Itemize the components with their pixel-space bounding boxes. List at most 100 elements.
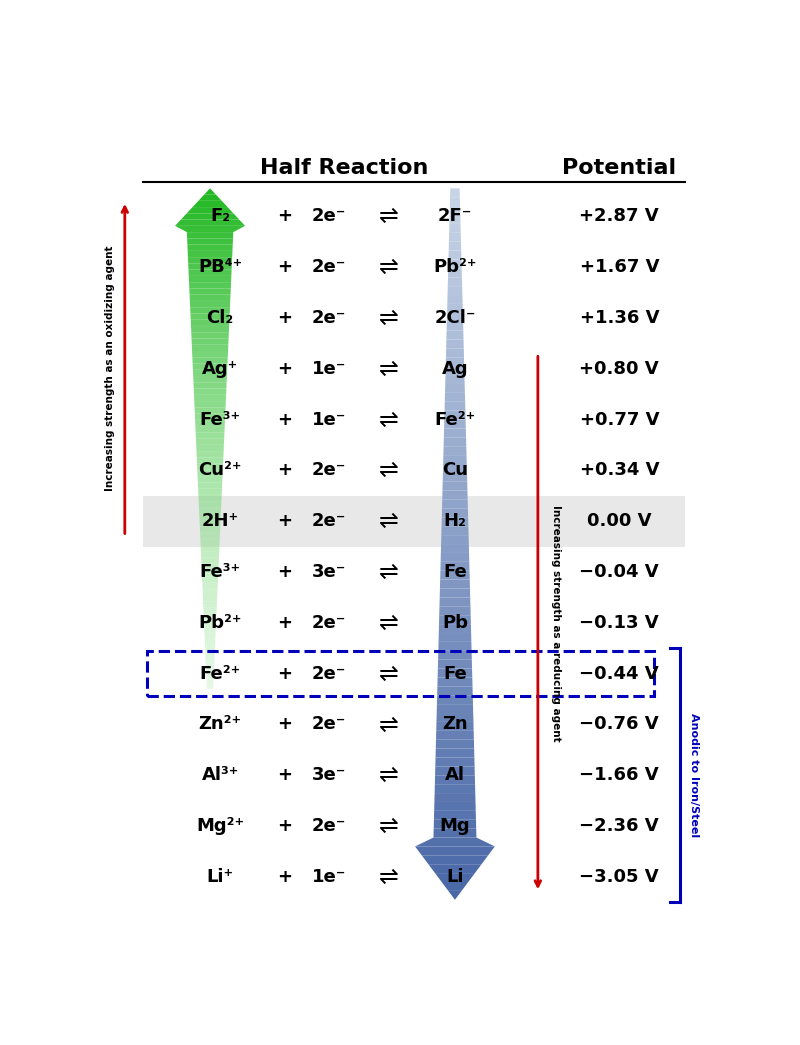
- Polygon shape: [195, 420, 225, 426]
- Polygon shape: [204, 626, 216, 632]
- Polygon shape: [448, 891, 462, 900]
- Polygon shape: [446, 330, 463, 340]
- Polygon shape: [442, 882, 468, 891]
- Polygon shape: [442, 491, 468, 500]
- Text: 2e⁻: 2e⁻: [311, 461, 346, 480]
- Polygon shape: [190, 295, 230, 301]
- Polygon shape: [202, 563, 218, 570]
- Text: 2e⁻: 2e⁻: [311, 207, 346, 226]
- Polygon shape: [206, 670, 214, 676]
- Polygon shape: [202, 576, 218, 582]
- Text: ⇌: ⇌: [378, 713, 398, 737]
- Text: −0.04 V: −0.04 V: [579, 563, 659, 581]
- Polygon shape: [197, 451, 224, 458]
- Text: PB⁴⁺: PB⁴⁺: [198, 258, 242, 276]
- Text: ⇌: ⇌: [378, 356, 398, 380]
- Text: Increasing strength as a reducing agent: Increasing strength as a reducing agent: [550, 505, 561, 741]
- Polygon shape: [450, 198, 460, 206]
- Polygon shape: [446, 375, 465, 384]
- Text: Mg: Mg: [440, 817, 470, 835]
- Text: −0.44 V: −0.44 V: [579, 665, 659, 682]
- Polygon shape: [446, 340, 464, 348]
- Polygon shape: [444, 428, 466, 437]
- Polygon shape: [195, 426, 225, 433]
- Polygon shape: [438, 642, 471, 651]
- Text: Ag: Ag: [442, 359, 468, 377]
- Polygon shape: [434, 829, 477, 837]
- Polygon shape: [442, 509, 468, 517]
- Polygon shape: [204, 613, 217, 620]
- Text: 1e⁻: 1e⁻: [311, 868, 346, 886]
- Text: ⇌: ⇌: [378, 509, 398, 533]
- Text: +0.77 V: +0.77 V: [579, 411, 659, 428]
- Polygon shape: [415, 846, 495, 855]
- Polygon shape: [434, 793, 475, 802]
- Polygon shape: [192, 351, 228, 357]
- Text: +: +: [277, 716, 292, 734]
- Text: Fe²⁺: Fe²⁺: [434, 411, 475, 428]
- Polygon shape: [450, 188, 460, 198]
- Polygon shape: [435, 775, 475, 784]
- Polygon shape: [449, 233, 461, 241]
- Polygon shape: [190, 320, 230, 326]
- Polygon shape: [198, 470, 222, 477]
- Text: Pb²⁺: Pb²⁺: [198, 613, 242, 632]
- Text: +: +: [277, 766, 292, 785]
- Polygon shape: [446, 357, 464, 366]
- Text: ⇌: ⇌: [378, 763, 398, 787]
- Text: ⇌: ⇌: [378, 459, 398, 483]
- Text: 2Cl⁻: 2Cl⁻: [434, 309, 476, 327]
- Polygon shape: [448, 277, 462, 286]
- Text: +0.80 V: +0.80 V: [579, 359, 659, 377]
- Polygon shape: [181, 213, 239, 219]
- Polygon shape: [437, 704, 474, 713]
- Polygon shape: [446, 322, 463, 330]
- Text: Half Reaction: Half Reaction: [260, 158, 428, 178]
- Text: Li: Li: [446, 868, 464, 886]
- Polygon shape: [188, 263, 232, 270]
- Polygon shape: [443, 464, 467, 473]
- Text: Cu: Cu: [442, 461, 468, 480]
- Polygon shape: [200, 533, 220, 539]
- Polygon shape: [444, 411, 466, 419]
- Polygon shape: [193, 370, 227, 376]
- Polygon shape: [442, 517, 468, 527]
- Polygon shape: [199, 520, 221, 527]
- Text: +: +: [277, 461, 292, 480]
- Polygon shape: [200, 539, 220, 545]
- Polygon shape: [203, 601, 217, 607]
- Text: −2.36 V: −2.36 V: [579, 817, 659, 835]
- Polygon shape: [193, 376, 227, 382]
- Polygon shape: [447, 312, 463, 322]
- Polygon shape: [190, 288, 230, 295]
- Polygon shape: [189, 270, 232, 276]
- Text: 2e⁻: 2e⁻: [311, 665, 346, 682]
- Polygon shape: [442, 500, 468, 509]
- Polygon shape: [201, 545, 219, 551]
- Polygon shape: [439, 616, 471, 624]
- Text: F₂: F₂: [210, 207, 230, 226]
- Text: +: +: [277, 613, 292, 632]
- Polygon shape: [438, 677, 473, 687]
- Polygon shape: [434, 819, 476, 829]
- Text: −1.66 V: −1.66 V: [579, 766, 659, 785]
- Text: 3e⁻: 3e⁻: [311, 766, 346, 785]
- Polygon shape: [439, 598, 470, 606]
- Polygon shape: [435, 758, 474, 766]
- Polygon shape: [206, 651, 215, 657]
- Polygon shape: [191, 339, 229, 345]
- Text: ⇌: ⇌: [378, 306, 398, 330]
- Text: ⇌: ⇌: [378, 560, 398, 584]
- Text: 1e⁻: 1e⁻: [311, 359, 346, 377]
- Polygon shape: [191, 332, 229, 339]
- Polygon shape: [442, 482, 467, 491]
- Text: 2e⁻: 2e⁻: [311, 512, 346, 530]
- Polygon shape: [434, 802, 476, 811]
- Polygon shape: [444, 419, 466, 428]
- Text: Li⁺: Li⁺: [206, 868, 234, 886]
- Polygon shape: [198, 483, 222, 489]
- Polygon shape: [448, 259, 462, 269]
- Polygon shape: [190, 307, 230, 313]
- Polygon shape: [438, 633, 471, 642]
- Polygon shape: [439, 606, 470, 616]
